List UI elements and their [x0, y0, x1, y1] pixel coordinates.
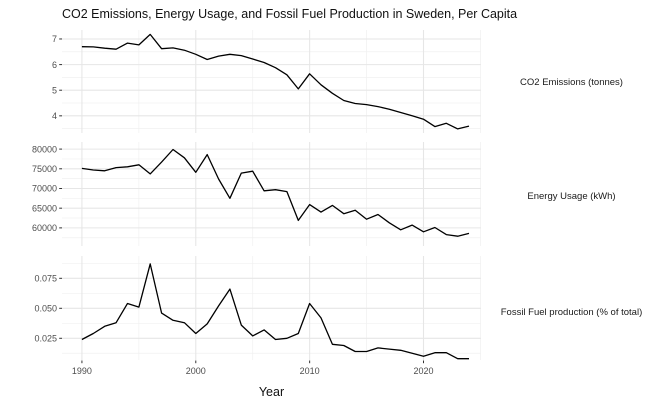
major-gridlines: [62, 30, 481, 133]
panel-energy-usage: 60000 65000 70000 75000 80000: [32, 142, 481, 246]
y-tick-label: 65000: [32, 203, 57, 213]
major-gridlines: [62, 256, 481, 360]
y-axis-ticks: 0.025 0.050 0.075: [34, 274, 62, 343]
chart-title: CO2 Emissions, Energy Usage, and Fossil …: [62, 7, 518, 21]
y-tick-label: 60000: [32, 223, 57, 233]
y-tick-label: 5: [52, 85, 57, 95]
y-tick-label: 80000: [32, 144, 57, 154]
panel-fossil-fuel-production: 0.025 0.050 0.075: [34, 256, 481, 360]
y-tick-label: 6: [52, 60, 57, 70]
y-axis-ticks: 4 5 6 7: [52, 34, 62, 121]
x-tick-label: 2010: [300, 366, 320, 376]
y-tick-label: 70000: [32, 184, 57, 194]
x-axis-ticks: 1990 2000 2010 2020: [72, 360, 434, 376]
y-axis-ticks: 60000 65000 70000 75000 80000: [32, 144, 62, 233]
facet-label-co2-emissions: CO2 Emissions (tonnes): [520, 77, 623, 88]
y-tick-label: 4: [52, 111, 57, 121]
y-tick-label: 75000: [32, 164, 57, 174]
series-line-fossil-fuel-production: [81, 263, 469, 360]
y-tick-label: 0.075: [34, 274, 57, 284]
major-gridlines: [62, 142, 481, 246]
facet-label-fossil-fuel: Fossil Fuel production (% of total): [500, 307, 643, 318]
x-tick-label: 1990: [72, 366, 92, 376]
y-tick-label: 7: [52, 34, 57, 44]
y-tick-label: 0.025: [34, 333, 57, 343]
x-tick-label: 2000: [186, 366, 206, 376]
panel-co2-emissions: 4 5 6 7: [52, 30, 481, 133]
x-tick-label: 2020: [413, 366, 433, 376]
minor-gridlines: [62, 142, 481, 246]
x-axis-title: Year: [258, 385, 285, 399]
series-line-co2-emissions: [81, 33, 470, 130]
series-line-energy-usage: [81, 148, 470, 237]
y-tick-label: 0.050: [34, 303, 57, 313]
facet-label-energy-usage: Energy Usage (kWh): [527, 191, 616, 202]
